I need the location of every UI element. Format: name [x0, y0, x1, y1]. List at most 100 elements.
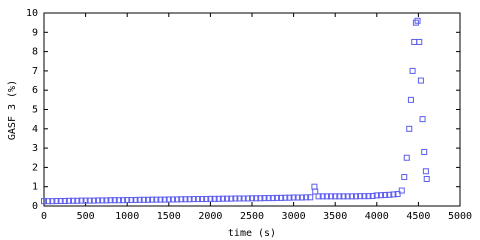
point	[232, 195, 239, 202]
point	[407, 96, 414, 103]
x-tick-label: 3500	[323, 211, 347, 222]
point	[95, 197, 102, 204]
x-tick-label: 5000	[448, 211, 472, 222]
point	[312, 188, 319, 195]
point	[219, 195, 226, 202]
point	[224, 195, 231, 202]
point	[199, 196, 206, 203]
x-tick-label: 0	[41, 211, 47, 222]
point	[169, 196, 176, 203]
point	[403, 154, 410, 161]
point	[348, 193, 355, 200]
point	[45, 198, 52, 205]
point	[57, 197, 64, 204]
point	[236, 195, 243, 202]
point	[194, 196, 201, 203]
point	[282, 194, 289, 201]
point	[269, 195, 276, 202]
y-tick-label: 5	[32, 105, 38, 116]
point	[215, 195, 222, 202]
x-tick-label: 4000	[365, 211, 389, 222]
point	[207, 195, 214, 202]
point	[120, 197, 127, 204]
point	[53, 197, 60, 204]
point	[273, 194, 280, 201]
point	[41, 198, 47, 205]
y-tick-label: 0	[32, 201, 38, 212]
point	[401, 174, 408, 181]
point	[261, 195, 268, 202]
point	[240, 195, 247, 202]
point	[124, 197, 131, 204]
point	[82, 197, 89, 204]
y-axis-label: GASF 3 (%)	[7, 80, 18, 140]
x-tick-label: 3000	[282, 211, 306, 222]
point	[294, 194, 301, 201]
point	[249, 195, 255, 202]
point	[382, 191, 389, 198]
point	[361, 193, 368, 200]
point	[286, 194, 293, 201]
point	[373, 192, 380, 199]
point	[344, 193, 351, 200]
point	[161, 196, 168, 203]
point	[421, 148, 428, 155]
point	[409, 67, 416, 74]
point	[278, 194, 285, 201]
point	[319, 193, 326, 200]
point	[115, 197, 122, 204]
point	[165, 196, 172, 203]
point	[65, 197, 72, 204]
point	[357, 193, 364, 200]
point	[332, 193, 339, 200]
point	[365, 193, 372, 200]
x-axis-label: time (s)	[228, 228, 276, 239]
point	[290, 194, 297, 201]
point	[190, 196, 197, 203]
point	[336, 193, 343, 200]
point	[157, 196, 164, 203]
x-tick-label: 2500	[240, 211, 264, 222]
point	[394, 191, 401, 198]
point	[132, 197, 139, 204]
point	[303, 194, 310, 201]
y-tick-label: 10	[26, 8, 38, 19]
point	[61, 197, 68, 204]
point	[416, 38, 423, 45]
point	[128, 197, 135, 204]
point	[406, 125, 413, 132]
x-tick-label: 1000	[115, 211, 139, 222]
point	[107, 197, 114, 204]
point	[70, 197, 77, 204]
point	[111, 197, 118, 204]
point	[253, 195, 260, 202]
point	[353, 193, 359, 200]
point	[149, 196, 156, 203]
point	[90, 197, 97, 204]
point	[390, 191, 397, 198]
point	[423, 175, 430, 182]
y-tick-label: 8	[32, 47, 38, 58]
point	[398, 187, 405, 194]
point	[417, 77, 424, 84]
point	[228, 195, 235, 202]
point	[78, 197, 85, 204]
point	[412, 19, 419, 26]
y-tick-label: 6	[32, 85, 38, 96]
point	[265, 195, 272, 202]
point	[136, 196, 143, 203]
x-tick-label: 1500	[157, 211, 181, 222]
y-tick-label: 3	[32, 143, 38, 154]
point	[257, 195, 264, 202]
point	[369, 192, 376, 199]
point	[178, 196, 185, 203]
point	[414, 17, 421, 24]
point	[186, 196, 193, 203]
point	[422, 168, 429, 175]
point	[174, 196, 181, 203]
point	[49, 198, 56, 205]
x-tick-label: 2000	[198, 211, 222, 222]
point	[145, 196, 151, 203]
